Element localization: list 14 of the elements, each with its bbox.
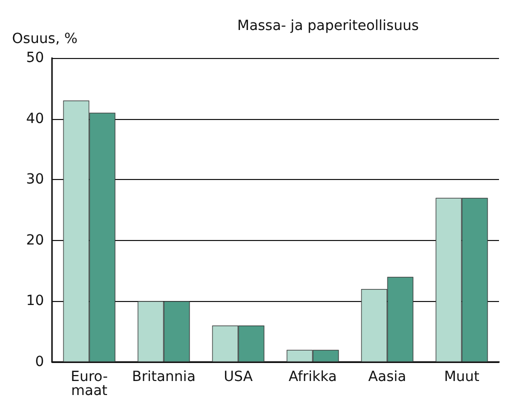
- x-tick-label: Euro- maat: [70, 369, 108, 399]
- y-tick-label: 30: [26, 172, 44, 188]
- x-tick-label: USA: [224, 369, 254, 385]
- y-tick-label: 10: [26, 293, 44, 310]
- x-tick-label: Aasia: [368, 369, 406, 385]
- y-tick-label: 40: [26, 110, 44, 127]
- x-tick-label: Afrikka: [288, 369, 337, 385]
- y-tick-label: 50: [26, 50, 44, 66]
- y-tick-label: 20: [26, 232, 44, 248]
- x-tick-label: Muut: [444, 369, 480, 385]
- y-tick-label: 0: [35, 354, 44, 370]
- y-axis-title: Osuus, %: [12, 31, 78, 47]
- x-tick-label: Britannia: [132, 369, 196, 385]
- chart-title: Massa- ja paperiteollisuus: [237, 18, 419, 34]
